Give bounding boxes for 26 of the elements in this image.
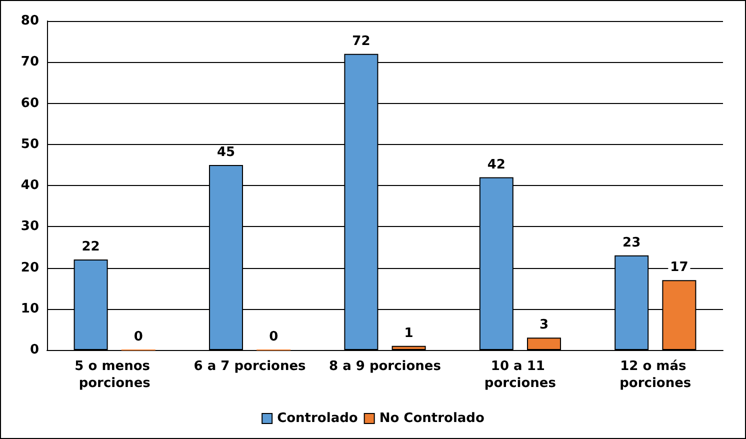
- y-tick-label: 60: [20, 96, 39, 111]
- y-tick-label: 80: [20, 14, 39, 28]
- y-tick-label: 30: [20, 219, 39, 234]
- legend-label: No Controlado: [379, 411, 484, 426]
- y-tick-label: 10: [20, 301, 39, 316]
- x-tick-label: 8 a 9 porciones: [329, 359, 442, 374]
- y-tick-label: 70: [20, 54, 39, 70]
- data-label: 45: [216, 144, 236, 160]
- data-label: 72: [352, 34, 370, 49]
- x-tick-label: 12 o más porciones: [620, 359, 692, 391]
- data-label: 23: [622, 235, 641, 250]
- x-tick-label: 6 a 7 porciones: [194, 359, 306, 374]
- data-label: 3: [539, 318, 549, 333]
- data-label: 42: [487, 157, 506, 172]
- data-label: 17: [670, 260, 688, 276]
- legend-label: Controlado: [277, 411, 358, 426]
- data-label: 0: [269, 330, 278, 344]
- y-tick-label: 50: [20, 136, 39, 152]
- y-tick-label: 0: [30, 342, 39, 358]
- data-label: 0: [134, 330, 143, 344]
- data-label: 22: [82, 240, 100, 255]
- y-tick-label: 20: [20, 260, 39, 276]
- x-tick-label: 5 o menos porciones: [74, 359, 155, 391]
- x-tick-label: 10 a 11 porciones: [484, 359, 556, 391]
- y-tick-label: 40: [20, 178, 39, 193]
- data-label: 1: [404, 326, 414, 341]
